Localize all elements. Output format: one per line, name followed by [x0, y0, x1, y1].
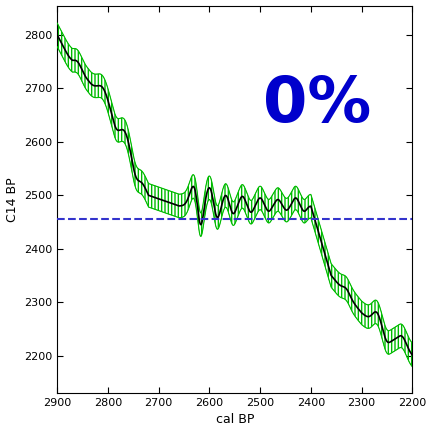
X-axis label: cal BP: cal BP: [216, 413, 254, 426]
Y-axis label: C14 BP: C14 BP: [6, 177, 19, 222]
Text: 0%: 0%: [263, 73, 372, 135]
